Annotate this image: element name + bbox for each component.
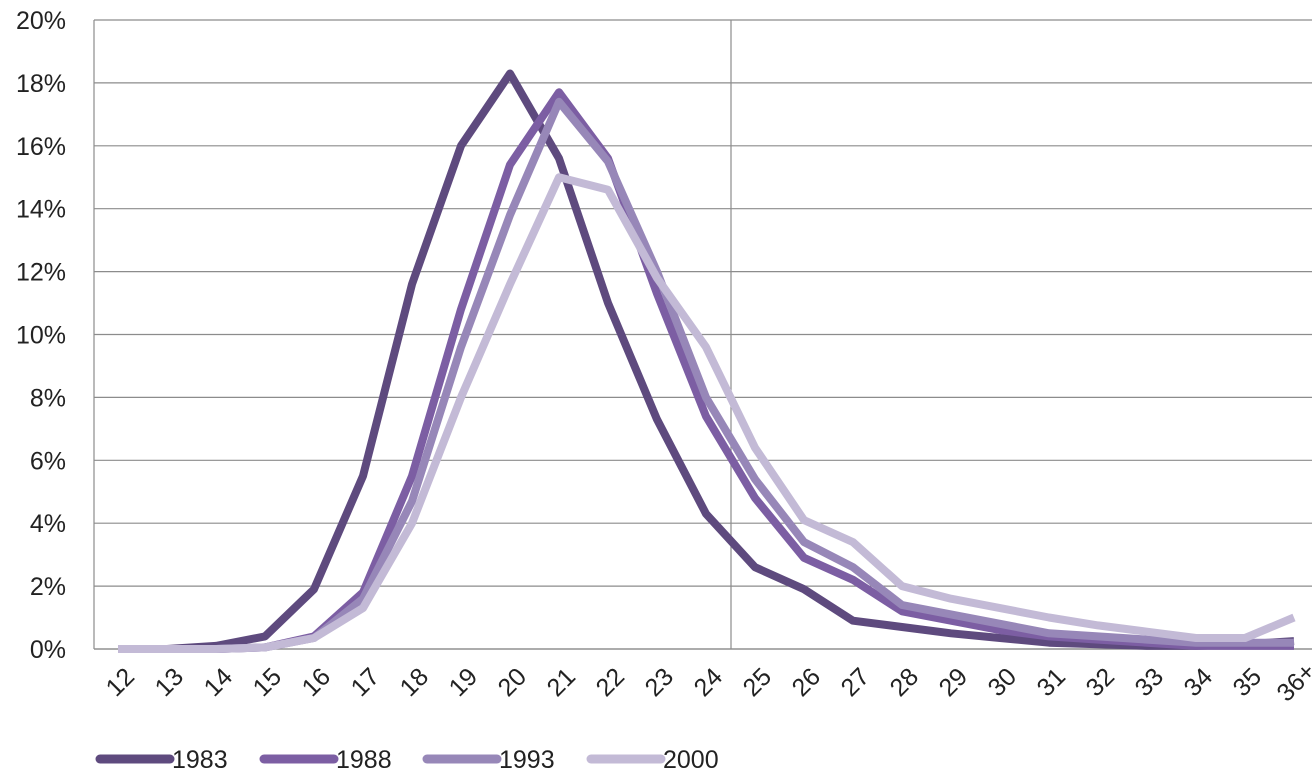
x-tick-label: 20: [493, 663, 532, 702]
x-tick-label: 18: [395, 663, 434, 702]
x-tick-label: 24: [689, 663, 729, 703]
legend-item-1983: 1983: [95, 746, 228, 774]
series-line-1988: [118, 88, 1294, 653]
y-tick-label: 14%: [16, 196, 66, 224]
x-tick-label: 34: [1179, 663, 1219, 703]
x-tick-label: 19: [444, 663, 483, 702]
x-tick-label: 35: [1228, 663, 1267, 702]
x-tick-label: 12: [101, 663, 140, 702]
y-tick-label: 8%: [30, 384, 66, 412]
legend: 1983 1988 1993 2000: [95, 746, 719, 774]
y-tick-label: 18%: [16, 70, 66, 98]
x-tick-label: 22: [591, 663, 630, 702]
x-tick-label: 31: [1032, 663, 1071, 702]
x-tick-label: 30: [983, 663, 1022, 702]
x-tick-label: 13: [150, 663, 189, 702]
y-tick-label: 4%: [30, 510, 66, 538]
x-tick-label: 26: [787, 663, 826, 702]
series-line-2000: [118, 173, 1296, 653]
y-tick-label: 2%: [30, 573, 66, 601]
legend-label: 1988: [336, 746, 392, 774]
x-tick-label: 32: [1081, 663, 1120, 702]
x-tick-label: 16: [297, 663, 336, 702]
x-tick-label: 29: [934, 663, 973, 702]
gridlines: [94, 19, 1312, 650]
legend-label: 2000: [663, 746, 719, 774]
series-line-1983: [118, 69, 1295, 653]
legend-item-1988: 1988: [259, 746, 392, 774]
y-tick-label: 12%: [16, 259, 66, 287]
x-tick-label: 25: [738, 663, 777, 702]
y-tick-label: 0%: [30, 636, 66, 664]
series-lines: [118, 69, 1296, 653]
y-tick-label: 16%: [16, 133, 66, 161]
x-tick-label: 14: [199, 663, 239, 703]
legend-label: 1983: [172, 746, 228, 774]
x-tick-label: 23: [640, 663, 679, 702]
legend-item-2000: 2000: [586, 746, 719, 774]
x-tick-label: 27: [836, 663, 875, 702]
x-axis-tick-labels: 12 13 14 15 16 17 18 19 20 21 22 23 24 25 26 27 28 29 30 31…: [101, 657, 1312, 707]
x-tick-label: 21: [542, 663, 581, 702]
series-line-1993: [118, 97, 1294, 653]
x-tick-label: 33: [1130, 663, 1169, 702]
y-tick-label: 6%: [30, 447, 66, 475]
y-tick-label: 10%: [16, 322, 66, 350]
legend-item-1993: 1993: [422, 746, 555, 774]
legend-label: 1993: [499, 746, 555, 774]
x-tick-label: 36+: [1271, 657, 1312, 707]
x-tick-label: 17: [346, 663, 385, 702]
y-tick-label: 20%: [16, 7, 66, 35]
x-tick-label: 15: [248, 663, 287, 702]
y-axis-tick-labels: 0% 2% 4% 6% 8% 10% 12% 14% 16% 18% 20%: [16, 7, 66, 664]
x-tick-label: 28: [885, 663, 924, 702]
